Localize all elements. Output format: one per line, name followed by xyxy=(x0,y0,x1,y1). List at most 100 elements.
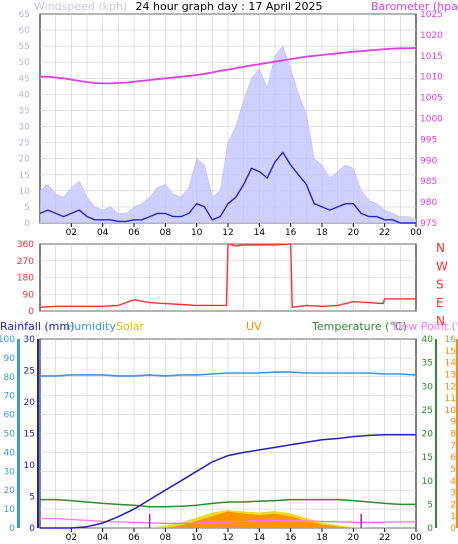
rain-tick-label: 0 xyxy=(29,524,35,534)
wind-tick-label: 0 xyxy=(24,219,30,229)
humidity-axis-strip xyxy=(17,339,20,528)
rain-x-tick-label: 18 xyxy=(316,533,328,543)
humidity-tick-label: 50 xyxy=(4,430,16,440)
baro-tick-label: 1025 xyxy=(420,10,443,20)
humidity-tick-label: 10 xyxy=(4,505,16,515)
uv-tick-label: 4 xyxy=(450,477,456,487)
wind-x-tick-label: 08 xyxy=(160,228,172,238)
rain-x-tick-label: 10 xyxy=(191,533,203,543)
compass-label: N xyxy=(436,314,445,328)
wind-tick-label: 10 xyxy=(19,187,31,197)
temp-axis-strip xyxy=(435,339,437,528)
legend-dew-point: Dew Point (°C) xyxy=(393,320,458,333)
rain-x-tick-label: 00 xyxy=(410,533,422,543)
wind-x-tick-label: 04 xyxy=(97,228,109,238)
rain-tick-label: 20 xyxy=(24,398,36,408)
wind-tick-label: 50 xyxy=(19,58,31,68)
uv-tick-label: 16 xyxy=(445,335,457,345)
compass-label: E xyxy=(436,296,444,310)
temp-tick-label: 5 xyxy=(427,500,433,510)
uv-tick-label: 15 xyxy=(445,347,456,357)
rain-x-tick-label: 12 xyxy=(222,533,233,543)
wind-x-tick-label: 02 xyxy=(66,228,77,238)
rain-tick-label: 5 xyxy=(29,493,35,503)
wind-tick-label: 65 xyxy=(19,10,30,20)
humidity-tick-label: 60 xyxy=(4,411,16,421)
legend-humidity: Humidity xyxy=(66,320,116,333)
uv-tick-label: 2 xyxy=(450,500,456,510)
legend-temperature: Temperature (°C) xyxy=(311,320,407,333)
wind-tick-label: 40 xyxy=(19,90,31,100)
humidity-tick-label: 70 xyxy=(4,392,16,402)
wind-tick-label: 30 xyxy=(19,123,31,133)
baro-axis-title: Barometer (hpa) xyxy=(371,0,458,13)
rain-x-tick-label: 02 xyxy=(66,533,77,543)
temp-tick-label: 30 xyxy=(422,382,434,392)
humidity-tick-label: 40 xyxy=(4,448,16,458)
wind-tick-label: 45 xyxy=(19,74,30,84)
dew-point-series xyxy=(40,517,416,524)
wind-x-tick-label: 12 xyxy=(222,228,233,238)
baro-tick-label: 1005 xyxy=(420,94,443,104)
baro-tick-label: 990 xyxy=(420,156,437,166)
wind-tick-label: 5 xyxy=(24,203,30,213)
rain-x-tick-label: 16 xyxy=(285,533,297,543)
temp-tick-label: 25 xyxy=(422,406,433,416)
direction-tick-label: 360 xyxy=(17,240,34,250)
legend-solar: Solar xyxy=(116,320,145,333)
windspeed-series xyxy=(39,151,416,224)
rain-x-tick-label: 20 xyxy=(348,533,360,543)
humidity-tick-label: 20 xyxy=(4,486,16,496)
uv-tick-label: 12 xyxy=(445,382,456,392)
uv-tick-label: 14 xyxy=(445,359,457,369)
rain-tick-label: 10 xyxy=(24,461,36,471)
wind-tick-label: 25 xyxy=(19,139,30,149)
wind-x-tick-label: 00 xyxy=(410,228,422,238)
uv-tick-label: 0 xyxy=(450,524,456,534)
barometer-series xyxy=(40,47,417,85)
direction-tick-label: 270 xyxy=(17,257,34,267)
uv-tick-label: 9 xyxy=(450,418,456,428)
uv-tick-label: 11 xyxy=(445,394,456,404)
uv-tick-label: 6 xyxy=(450,453,456,463)
rain-tick-label: 15 xyxy=(24,430,35,440)
humidity-tick-label: 100 xyxy=(0,335,15,345)
temp-tick-label: 15 xyxy=(422,453,433,463)
wind-x-tick-label: 06 xyxy=(128,228,140,238)
humidity-tick-label: 80 xyxy=(4,373,16,383)
rain-x-tick-label: 22 xyxy=(379,533,390,543)
compass-label: N xyxy=(436,241,445,255)
temp-tick-label: 40 xyxy=(422,335,434,345)
direction-tick-label: 90 xyxy=(23,290,35,300)
temp-tick-label: 20 xyxy=(422,430,434,440)
compass-label: W xyxy=(436,259,448,273)
humidity-tick-label: 30 xyxy=(4,467,16,477)
rain-tick-label: 25 xyxy=(24,367,35,377)
baro-tick-label: 1020 xyxy=(420,31,443,41)
temp-tick-label: 35 xyxy=(422,359,433,369)
uv-tick-label: 5 xyxy=(450,465,456,475)
compass-label: S xyxy=(436,278,444,292)
wind-x-tick-label: 14 xyxy=(254,228,266,238)
baro-tick-label: 980 xyxy=(420,198,437,208)
rain-axis-strip xyxy=(37,339,39,528)
uv-series xyxy=(40,511,416,528)
direction-tick-label: 180 xyxy=(17,274,34,284)
chart-title: 24 hour graph day : 17 April 2025 xyxy=(136,0,323,13)
wind-axis-title: Windspeed (kph) xyxy=(34,0,127,13)
legend-rainfall: Rainfall (mm) xyxy=(0,320,74,333)
uv-axis-strip xyxy=(456,339,458,528)
wind-direction-series xyxy=(39,243,416,308)
wind-x-tick-label: 20 xyxy=(348,228,360,238)
gust-series xyxy=(40,46,416,224)
humidity-series xyxy=(40,371,417,377)
wind-tick-label: 60 xyxy=(19,26,31,36)
wind-x-tick-label: 10 xyxy=(191,228,203,238)
baro-tick-label: 995 xyxy=(420,135,437,145)
wind-tick-label: 35 xyxy=(19,106,30,116)
uv-tick-label: 7 xyxy=(450,441,456,451)
baro-tick-label: 1010 xyxy=(420,73,443,83)
humidity-tick-label: 0 xyxy=(9,524,15,534)
